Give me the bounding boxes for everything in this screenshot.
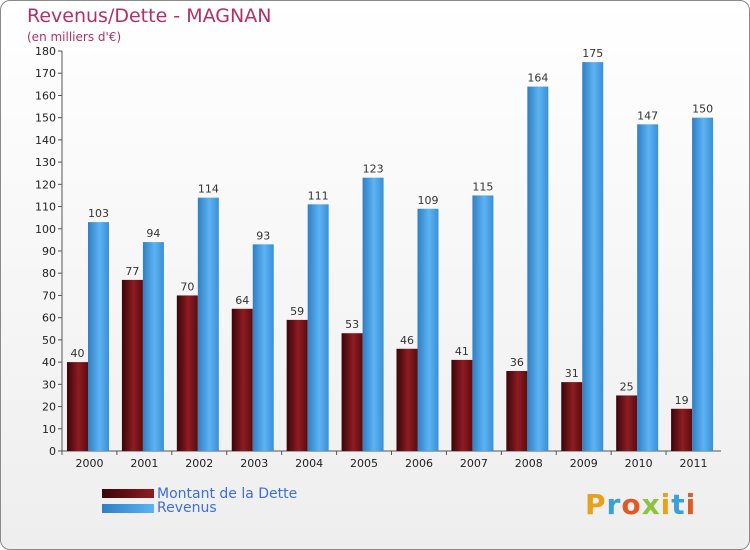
bar-revenue <box>142 242 164 451</box>
data-label: 164 <box>527 72 548 85</box>
x-tick-label: 2003 <box>240 457 268 470</box>
x-tick-label: 2006 <box>405 457 433 470</box>
data-label: 46 <box>400 334 414 347</box>
legend-swatch-debt <box>102 489 154 498</box>
data-label: 93 <box>256 229 270 242</box>
data-label: 150 <box>692 103 713 116</box>
legend-swatch-revenue <box>102 504 154 513</box>
bar-debt <box>561 382 583 451</box>
bar-revenue <box>417 208 439 451</box>
chart-subtitle: (en milliers d'€) <box>27 30 122 44</box>
data-label: 147 <box>637 109 658 122</box>
data-label: 53 <box>345 318 359 331</box>
x-tick-label: 2009 <box>570 457 598 470</box>
bar-revenue <box>197 197 219 451</box>
x-tick-label: 2011 <box>680 457 708 470</box>
data-label: 109 <box>418 194 439 207</box>
x-tick-label: 2005 <box>350 457 378 470</box>
legend-label-revenue: Revenus <box>157 500 217 516</box>
y-tick-label: 50 <box>42 334 56 347</box>
bar-debt <box>396 348 418 451</box>
bar-debt <box>506 371 528 451</box>
y-tick-label: 60 <box>42 312 56 325</box>
proxiti-logo: Proxiti <box>585 488 697 521</box>
data-label: 40 <box>71 347 85 360</box>
bar-revenue <box>307 204 329 451</box>
y-tick-label: 130 <box>35 156 56 169</box>
y-tick-label: 170 <box>35 67 56 80</box>
y-tick-label: 90 <box>42 245 56 258</box>
x-tick-label: 2001 <box>130 457 158 470</box>
y-tick-label: 150 <box>35 112 56 125</box>
bar-revenue <box>362 177 384 451</box>
y-tick-label: 180 <box>35 45 56 58</box>
y-tick-label: 40 <box>42 356 56 369</box>
y-tick-label: 70 <box>42 289 56 302</box>
data-label: 25 <box>620 380 634 393</box>
y-tick-label: 0 <box>49 445 56 458</box>
bar-debt <box>67 362 88 451</box>
data-label: 114 <box>198 183 219 196</box>
bar-debt <box>451 359 473 451</box>
y-tick-label: 20 <box>42 401 56 414</box>
x-tick-label: 2002 <box>185 457 213 470</box>
data-label: 31 <box>565 367 579 380</box>
bar-debt <box>616 395 638 451</box>
data-label: 103 <box>88 207 109 220</box>
data-label: 59 <box>290 305 304 318</box>
bar-revenue <box>527 86 549 452</box>
x-tick-label: 2007 <box>460 457 488 470</box>
bar-debt <box>341 333 363 451</box>
y-tick-label: 160 <box>35 89 56 102</box>
data-label: 41 <box>455 345 469 358</box>
bar-revenue <box>582 62 604 451</box>
data-label: 19 <box>675 394 689 407</box>
data-label: 70 <box>180 280 194 293</box>
data-label: 115 <box>472 180 493 193</box>
bar-revenue <box>88 222 109 451</box>
data-label: 175 <box>582 47 603 60</box>
y-tick-label: 120 <box>35 178 56 191</box>
data-label: 77 <box>125 265 139 278</box>
bar-revenue <box>472 195 494 451</box>
x-tick-label: 2000 <box>75 457 103 470</box>
y-tick-label: 80 <box>42 267 56 280</box>
y-tick-label: 100 <box>35 223 56 236</box>
x-tick-label: 2004 <box>295 457 323 470</box>
data-label: 123 <box>363 163 384 176</box>
x-tick-label: 2010 <box>625 457 653 470</box>
bar-revenue <box>692 117 714 452</box>
legend-label-debt: Montant de la Dette <box>157 486 298 502</box>
y-tick-label: 140 <box>35 134 56 147</box>
bar-debt <box>671 408 693 451</box>
x-tick-label: 2008 <box>515 457 543 470</box>
data-label: 94 <box>146 227 160 240</box>
bar-debt <box>286 319 308 451</box>
chart-title: Revenus/Dette - MAGNAN <box>27 5 272 27</box>
y-tick-label: 30 <box>42 378 56 391</box>
y-tick-label: 10 <box>42 423 56 436</box>
data-label: 111 <box>308 189 329 202</box>
bar-debt <box>176 295 198 451</box>
data-label: 64 <box>235 294 249 307</box>
bar-debt <box>121 279 143 451</box>
bar-revenue <box>637 124 659 451</box>
y-tick-label: 110 <box>35 201 56 214</box>
data-label: 36 <box>510 356 524 369</box>
bar-debt <box>231 308 253 451</box>
bar-revenue <box>252 244 274 451</box>
